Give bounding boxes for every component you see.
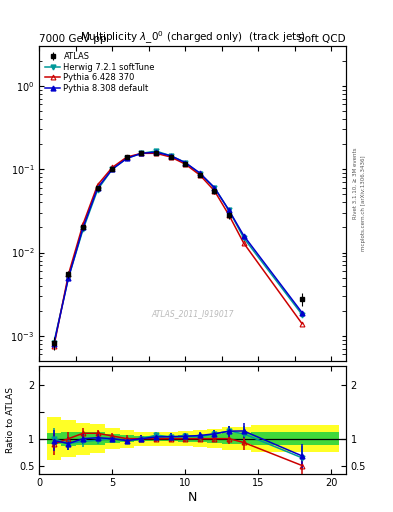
Pythia 6.428 370 xyxy=(66,271,71,277)
Line: Herwig 7.2.1 softTune: Herwig 7.2.1 softTune xyxy=(51,148,305,345)
Herwig 7.2.1 softTune xyxy=(81,226,85,232)
Herwig 7.2.1 softTune xyxy=(154,148,158,154)
Pythia 8.308 default xyxy=(125,155,129,161)
Pythia 8.308 default xyxy=(110,166,115,172)
Pythia 8.308 default xyxy=(95,185,100,191)
Pythia 8.308 default xyxy=(66,274,71,281)
Pythia 8.308 default xyxy=(81,224,85,230)
Line: Pythia 8.308 default: Pythia 8.308 default xyxy=(51,150,305,347)
Pythia 6.428 370 xyxy=(81,221,85,227)
Herwig 7.2.1 softTune xyxy=(198,170,202,177)
Pythia 6.428 370 xyxy=(154,150,158,156)
Herwig 7.2.1 softTune xyxy=(241,235,246,241)
Pythia 8.308 default xyxy=(183,160,187,166)
Legend: ATLAS, Herwig 7.2.1 softTune, Pythia 6.428 370, Pythia 8.308 default: ATLAS, Herwig 7.2.1 softTune, Pythia 6.4… xyxy=(44,50,157,95)
Pythia 8.308 default xyxy=(227,207,231,214)
Pythia 6.428 370 xyxy=(198,172,202,178)
Text: Rivet 3.1.10, ≥ 3M events: Rivet 3.1.10, ≥ 3M events xyxy=(353,147,358,219)
Pythia 6.428 370 xyxy=(125,154,129,160)
Title: Multiplicity $\lambda\_0^0$ (charged only)  (track jets): Multiplicity $\lambda\_0^0$ (charged onl… xyxy=(79,30,306,46)
Pythia 6.428 370 xyxy=(227,212,231,218)
Text: mcplots.cern.ch [arXiv:1306.3436]: mcplots.cern.ch [arXiv:1306.3436] xyxy=(361,156,366,251)
Pythia 8.308 default xyxy=(51,341,56,347)
Herwig 7.2.1 softTune xyxy=(139,150,144,156)
Pythia 8.308 default xyxy=(154,149,158,155)
Herwig 7.2.1 softTune xyxy=(212,185,217,191)
Pythia 6.428 370 xyxy=(183,161,187,167)
Herwig 7.2.1 softTune xyxy=(110,166,115,172)
Text: ATLAS_2011_I919017: ATLAS_2011_I919017 xyxy=(151,309,234,318)
X-axis label: N: N xyxy=(188,491,197,504)
Herwig 7.2.1 softTune xyxy=(125,155,129,161)
Herwig 7.2.1 softTune xyxy=(95,186,100,193)
Pythia 8.308 default xyxy=(198,170,202,176)
Pythia 8.308 default xyxy=(241,232,246,239)
Pythia 8.308 default xyxy=(300,310,305,316)
Line: Pythia 6.428 370: Pythia 6.428 370 xyxy=(51,151,305,349)
Herwig 7.2.1 softTune xyxy=(227,207,231,214)
Herwig 7.2.1 softTune xyxy=(300,311,305,317)
Pythia 8.308 default xyxy=(212,185,217,191)
Text: 7000 GeV pp: 7000 GeV pp xyxy=(39,33,107,44)
Pythia 6.428 370 xyxy=(212,188,217,194)
Pythia 8.308 default xyxy=(168,153,173,159)
Herwig 7.2.1 softTune xyxy=(183,160,187,166)
Herwig 7.2.1 softTune xyxy=(51,339,56,346)
Herwig 7.2.1 softTune xyxy=(66,274,71,281)
Y-axis label: Ratio to ATLAS: Ratio to ATLAS xyxy=(6,387,15,453)
Pythia 6.428 370 xyxy=(241,240,246,246)
Pythia 6.428 370 xyxy=(95,182,100,188)
Pythia 6.428 370 xyxy=(139,150,144,156)
Text: Soft QCD: Soft QCD xyxy=(298,33,346,44)
Pythia 6.428 370 xyxy=(51,343,56,349)
Pythia 6.428 370 xyxy=(110,164,115,170)
Herwig 7.2.1 softTune xyxy=(168,153,173,159)
Pythia 8.308 default xyxy=(139,150,144,156)
Pythia 6.428 370 xyxy=(300,321,305,327)
Pythia 6.428 370 xyxy=(168,154,173,160)
